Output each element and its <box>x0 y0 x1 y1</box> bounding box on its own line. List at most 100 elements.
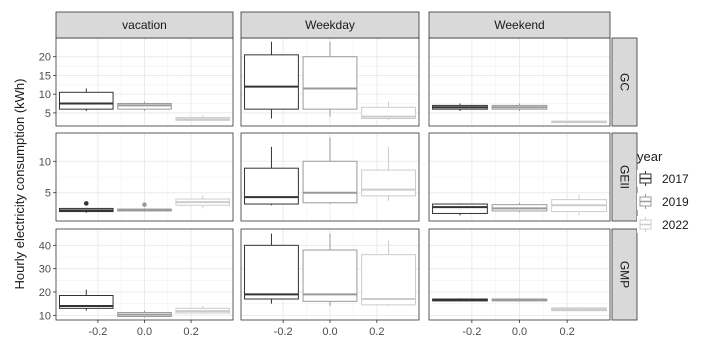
boxes-GMP-Weekend <box>432 298 607 312</box>
x-tick-label: 0.0 <box>322 326 337 338</box>
outlier-point <box>83 201 89 206</box>
boxes-GEII-Weekday <box>244 137 416 206</box>
panel-border <box>428 132 611 222</box>
x-tick-label: -0.2 <box>88 326 107 338</box>
box-iqr <box>361 169 416 197</box>
strip-GMP: GMP <box>611 228 638 321</box>
box-iqr <box>244 244 299 300</box>
box-2022 <box>361 101 416 121</box>
box-iqr <box>302 249 358 302</box>
box-2017 <box>432 103 488 112</box>
y-tick-label: 10 <box>39 310 51 322</box>
panels-layer <box>55 37 611 321</box>
x-tick-label: 0.0 <box>512 326 527 338</box>
panel-GC-vacation <box>55 37 234 127</box>
y-tick-label: 20 <box>39 52 51 64</box>
box-iqr <box>361 254 416 306</box>
box-2019 <box>302 233 358 306</box>
box-2017 <box>58 201 114 213</box>
legend-entry-2019: 2019 <box>637 193 689 210</box>
strip-Weekend: Weekend <box>428 11 611 39</box>
box-2022 <box>551 306 607 312</box>
y-tick-label: 40 <box>39 240 51 252</box>
box-iqr <box>244 167 299 205</box>
box-2019 <box>491 298 548 302</box>
outlier-point <box>142 202 147 207</box>
y-tick-label: 5 <box>45 108 51 120</box>
legend-title: year <box>637 149 663 164</box>
box-2022 <box>551 194 607 216</box>
y-tick-label: 30 <box>39 264 51 276</box>
y-tick-label: 20 <box>39 287 51 299</box>
box-2022 <box>551 120 607 124</box>
strip-vacation: vacation <box>55 11 234 39</box>
strip-GEII: GEII <box>611 132 638 222</box>
box-iqr <box>58 91 114 110</box>
y-axis-title: Hourly electricity consumption (kWh) <box>12 79 27 290</box>
strip-label: Weekday <box>305 18 355 32</box>
legend-label: 2022 <box>662 218 689 232</box>
strips-layer: vacation Weekday Weekend GC GEII GMP <box>55 11 638 321</box>
y-tick-label: 15 <box>39 70 51 82</box>
box-2017 <box>58 88 114 112</box>
box-iqr <box>361 106 416 120</box>
boxes-GEII-vacation <box>58 195 231 213</box>
box-2022 <box>175 114 231 121</box>
strip-label: GC <box>618 73 632 91</box>
x-tick-label: -0.2 <box>462 326 481 338</box>
box-2017 <box>432 203 488 216</box>
box-2019 <box>302 41 358 117</box>
y-tick-label: 10 <box>39 89 51 101</box>
box-iqr <box>432 203 488 214</box>
x-tick-label: 0.0 <box>137 326 152 338</box>
panel-GEII-vacation <box>55 132 234 222</box>
legend: year 2017 2019 2022 <box>637 149 689 233</box>
panel-border <box>240 132 420 222</box>
y-tick-label: 10 <box>39 156 51 168</box>
box-2017 <box>58 289 114 311</box>
box-2017 <box>244 146 299 206</box>
strip-label: GEII <box>618 165 632 189</box>
boxes-GC-vacation <box>58 88 231 121</box>
box-2022 <box>175 195 231 209</box>
axes-layer: 5 10 15 20 5 10 10 20 30 40 -0.2 0.0 0.2 -0.2 0.0 0.2 -0… <box>39 52 575 338</box>
legend-label: 2017 <box>662 172 689 186</box>
panel-GMP-Weekend <box>428 228 611 321</box>
legend-entry-2017: 2017 <box>637 170 689 187</box>
box-2017 <box>244 41 299 119</box>
box-2019 <box>117 101 172 112</box>
box-2022 <box>361 240 416 306</box>
boxes-GMP-Weekday <box>244 233 416 306</box>
boxes-GEII-Weekend <box>432 194 607 216</box>
x-tick-label: 0.2 <box>183 326 198 338</box>
strip-Weekday: Weekday <box>240 11 420 39</box>
strip-label: vacation <box>122 18 167 32</box>
box-2019 <box>491 202 548 213</box>
panel-GC-Weekend <box>428 37 611 127</box>
y-tick-label: 5 <box>45 188 51 200</box>
panel-border <box>55 132 234 222</box>
box-2017 <box>244 233 299 304</box>
box-2019 <box>491 103 548 112</box>
box-iqr <box>244 54 299 110</box>
box-iqr <box>302 56 358 110</box>
strip-GC: GC <box>611 37 638 127</box>
boxes-GC-Weekend <box>432 103 607 124</box>
strip-label: Weekend <box>494 18 544 32</box>
box-2022 <box>361 146 416 201</box>
legend-label: 2019 <box>662 195 689 209</box>
box-2019 <box>117 202 172 212</box>
box-iqr <box>302 160 358 204</box>
legend-entry-2022: 2022 <box>637 216 689 233</box>
box-2022 <box>175 306 231 315</box>
boxes-GC-Weekday <box>244 41 416 121</box>
box-2019 <box>302 137 358 205</box>
box-2017 <box>432 298 488 302</box>
box-2019 <box>117 310 172 318</box>
strip-label: GMP <box>618 261 632 288</box>
x-tick-label: 0.2 <box>559 326 574 338</box>
x-tick-label: 0.2 <box>369 326 384 338</box>
boxes-GMP-vacation <box>58 289 231 318</box>
x-tick-label: -0.2 <box>274 326 293 338</box>
